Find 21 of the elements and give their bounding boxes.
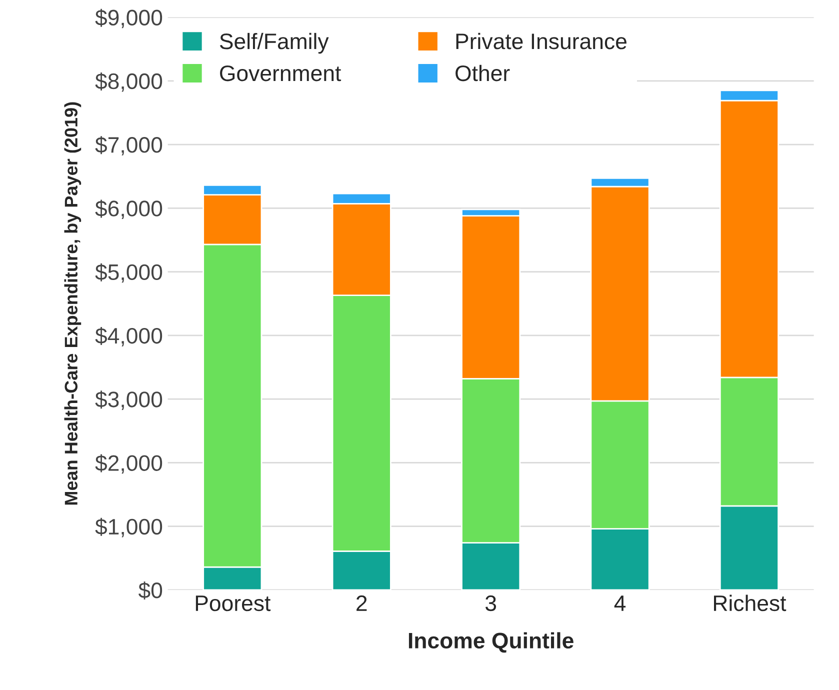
y-tick-label: $5,000 bbox=[95, 263, 162, 283]
y-tick-label: $3,000 bbox=[95, 390, 162, 410]
x-tick-label: Poorest bbox=[196, 596, 271, 612]
x-tick-label: 3 bbox=[485, 595, 496, 612]
legend-label: Self/Family bbox=[220, 32, 329, 54]
legend-label: Other bbox=[456, 64, 510, 82]
legend-label: Private Insurance bbox=[456, 32, 626, 50]
legend-label: Government bbox=[220, 65, 342, 82]
y-tick-label: $6,000 bbox=[95, 200, 162, 220]
x-axis-title: Income Quintile bbox=[408, 632, 574, 653]
y-tick-label: $8,000 bbox=[95, 72, 162, 92]
y-tick-label: $9,000 bbox=[95, 8, 162, 28]
y-tick-label: $7,000 bbox=[95, 136, 162, 156]
x-tick-label: Richest bbox=[714, 594, 786, 612]
y-axis-title: Mean Health-Care Expenditure, by Payer (2019) bbox=[64, 102, 82, 505]
y-tick-label: $4,000 bbox=[95, 327, 162, 346]
x-tick-label: 4 bbox=[614, 596, 626, 611]
y-tick-label: $2,000 bbox=[95, 454, 162, 474]
y-tick-label: $0 bbox=[138, 582, 162, 600]
y-tick-label: $1,000 bbox=[95, 518, 162, 538]
x-tick-label: 2 bbox=[356, 595, 367, 611]
